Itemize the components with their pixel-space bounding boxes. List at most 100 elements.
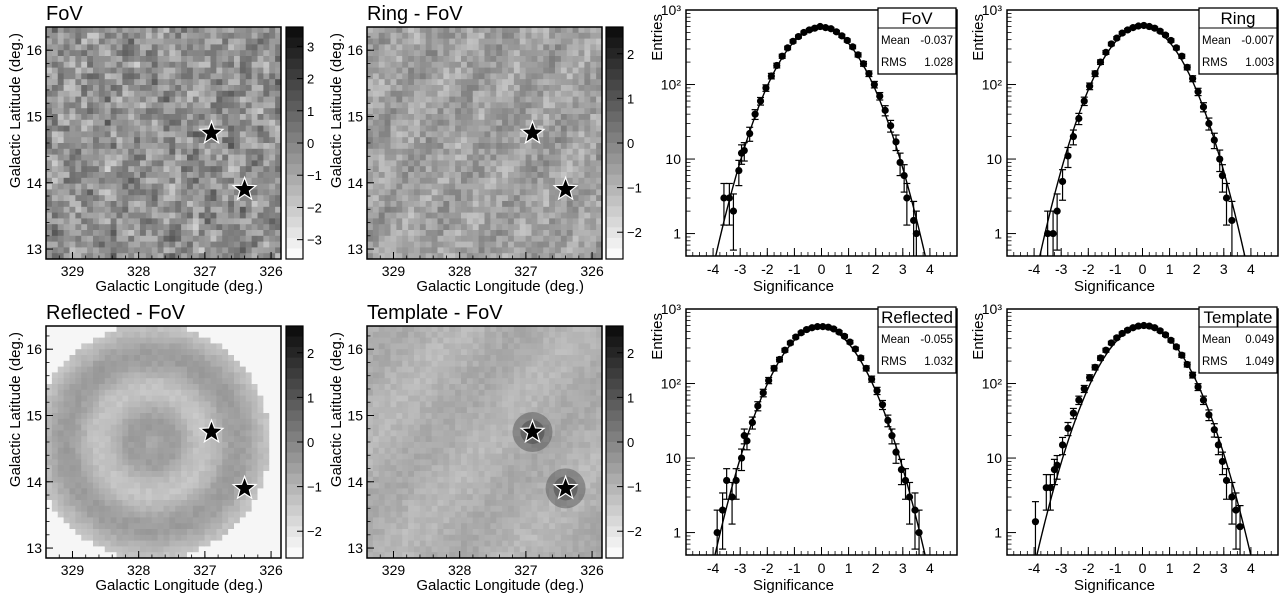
colorbar-tick-label: −2 (627, 225, 642, 240)
map-title: Reflected - FoV (46, 302, 186, 324)
colorbar-segment (286, 389, 303, 401)
data-marker (1044, 229, 1052, 238)
colorbar-tick-label: 1 (627, 91, 634, 106)
hist-xtick-label: 2 (1193, 560, 1201, 576)
map-ytick-label: 14 (26, 175, 42, 191)
hist-xtick-label: 0 (818, 560, 826, 576)
hist-points (1044, 21, 1236, 256)
data-marker (1096, 58, 1105, 66)
data-point (1145, 322, 1153, 330)
map-ytick-label: 13 (347, 540, 363, 556)
data-marker (816, 22, 824, 31)
data-point (1058, 436, 1067, 456)
colorbar-tick-label: 3 (307, 39, 314, 54)
colorbar-segment (606, 442, 623, 454)
data-marker (770, 364, 778, 372)
data-marker (1205, 119, 1213, 128)
map-title: FoV (46, 3, 83, 25)
data-point (862, 364, 870, 372)
hist-xtick-label: -4 (1028, 261, 1041, 277)
data-point (865, 70, 873, 78)
data-marker (1199, 103, 1208, 111)
data-marker (1091, 70, 1099, 78)
colorbar-segment (286, 357, 303, 369)
data-point (737, 448, 746, 472)
data-marker (881, 106, 889, 114)
hist-ylabel: Entries (649, 14, 666, 61)
data-marker (1151, 324, 1159, 332)
data-marker (835, 328, 843, 336)
data-marker (797, 329, 805, 337)
hist-ytick-label: 10³ (661, 301, 682, 317)
data-marker (892, 448, 900, 456)
data-marker (1113, 34, 1121, 42)
data-marker (767, 72, 775, 80)
data-point (1210, 132, 1218, 150)
data-point (1075, 112, 1083, 126)
map-xtick-label: 329 (382, 562, 406, 578)
data-point (718, 492, 727, 550)
data-marker (912, 229, 920, 238)
colorbar-segment (286, 484, 303, 496)
map-ylabel: Galactic Latitude (deg.) (7, 332, 24, 487)
hist-ytick-label: 1 (994, 525, 1002, 541)
data-marker (811, 24, 819, 32)
data-marker (1205, 411, 1213, 419)
data-marker (859, 60, 868, 68)
map-ytick-label: 14 (347, 175, 363, 191)
colorbar-segment (606, 410, 623, 422)
data-point (797, 329, 805, 337)
colorbar-segment (286, 153, 303, 165)
hist-ytick-label: 10² (982, 77, 1003, 93)
data-point (1222, 182, 1231, 226)
colorbar-segment (286, 547, 303, 559)
colorbar-tick-label: 0 (307, 435, 314, 450)
map-colorbar: 3 2 1 0 −1 −2 −3 (285, 26, 322, 260)
data-point (1218, 451, 1227, 476)
map-colorbar: 2 1 0 −1 −2 (605, 26, 642, 260)
colorbar-segment (286, 69, 303, 81)
data-point (1205, 117, 1213, 131)
stats-frame (1198, 7, 1278, 75)
hist-ytick-label: 10² (982, 376, 1003, 392)
data-point (1064, 421, 1072, 437)
data-point (713, 509, 721, 555)
data-point (1096, 354, 1105, 362)
data-marker (740, 146, 748, 155)
colorbar-segment (606, 227, 623, 239)
hist-xtick-label: 2 (872, 560, 880, 576)
hist-points (720, 22, 920, 256)
hist-xtick-label: 0 (1139, 560, 1147, 576)
data-point (1161, 31, 1170, 39)
colorbar-segment (286, 347, 303, 359)
data-point (1129, 24, 1137, 32)
data-point (840, 332, 849, 340)
map-ylabel: Galactic Latitude (deg.) (7, 33, 24, 188)
colorbar-segment (286, 58, 303, 70)
map-xtick-label: 328 (127, 562, 151, 578)
stats-mean-label: Mean (881, 35, 910, 47)
data-marker (1218, 171, 1227, 180)
data-point (1222, 468, 1231, 500)
colorbar-tick-label: 1 (627, 390, 634, 405)
data-point (1080, 384, 1088, 394)
colorbar-segment (286, 111, 303, 123)
data-marker (720, 194, 728, 202)
data-marker (878, 401, 887, 409)
data-point (832, 28, 841, 36)
hist-ytick-label: 10 (665, 450, 681, 466)
map-xtick-label: 326 (580, 263, 604, 279)
data-marker (746, 129, 754, 138)
data-point (775, 355, 784, 364)
map-ytick-label: 16 (26, 42, 42, 58)
data-marker (1232, 506, 1240, 514)
colorbar-segment (606, 473, 623, 485)
data-marker (1134, 22, 1143, 30)
data-point (773, 61, 781, 70)
colorbar-segment (286, 526, 303, 538)
data-point (1189, 75, 1197, 83)
data-point (1118, 29, 1126, 37)
data-marker (713, 528, 721, 537)
map-texture (46, 326, 281, 558)
data-marker (1134, 322, 1143, 330)
